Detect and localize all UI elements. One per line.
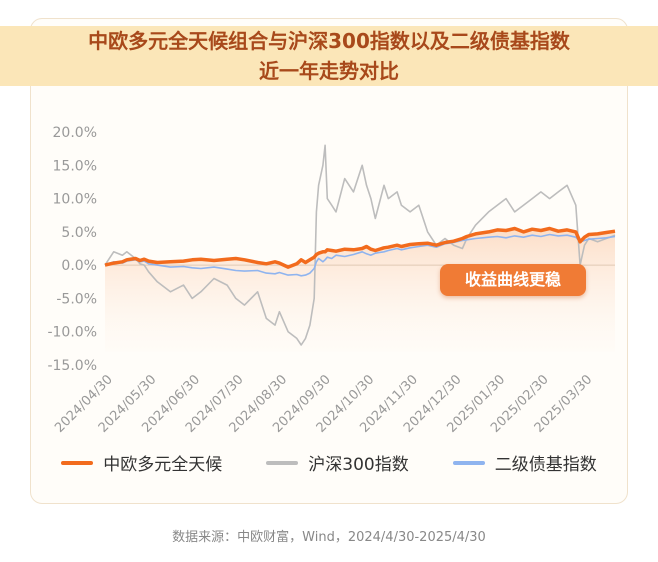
- title-line-1: 中欧多元全天候组合与沪深300指数以及二级债基指数: [0, 26, 658, 56]
- title-line-2: 近一年走势对比: [0, 56, 658, 86]
- series-line-1: [104, 144, 616, 346]
- y-tick-label: 20.0%: [53, 125, 97, 141]
- legend-swatch: [452, 460, 485, 465]
- y-tick-label: 10.0%: [53, 192, 97, 208]
- chart-title: 中欧多元全天候组合与沪深300指数以及二级债基指数 近一年走势对比: [0, 26, 658, 86]
- legend-label: 中欧多元全天候: [103, 455, 223, 475]
- legend: 中欧多元全天候 沪深300指数 二级债基指数: [0, 450, 658, 475]
- legend-label: 二级债基指数: [494, 455, 597, 475]
- legend-swatch: [266, 460, 299, 465]
- y-tick-label: 0.0%: [61, 258, 97, 274]
- y-tick-label: -5.0%: [56, 291, 97, 307]
- legend-item-bondfund: 二级债基指数: [452, 450, 597, 475]
- y-tick-label: -15.0%: [47, 358, 97, 374]
- series-line-0: [104, 226, 616, 269]
- legend-item-allweather: 中欧多元全天候: [61, 450, 222, 475]
- callout-badge: 收益曲线更稳: [440, 264, 586, 296]
- y-tick-label: 5.0%: [61, 225, 97, 241]
- legend-label: 沪深300指数: [308, 455, 409, 475]
- y-tick-label: 15.0%: [53, 158, 97, 174]
- data-source: 数据来源：中欧财富，Wind，2024/4/30-2025/4/30: [172, 530, 486, 545]
- series-line-2: [104, 233, 616, 277]
- legend-item-csi300: 沪深300指数: [266, 450, 409, 475]
- legend-swatch: [61, 460, 94, 465]
- y-tick-label: -10.0%: [47, 325, 97, 341]
